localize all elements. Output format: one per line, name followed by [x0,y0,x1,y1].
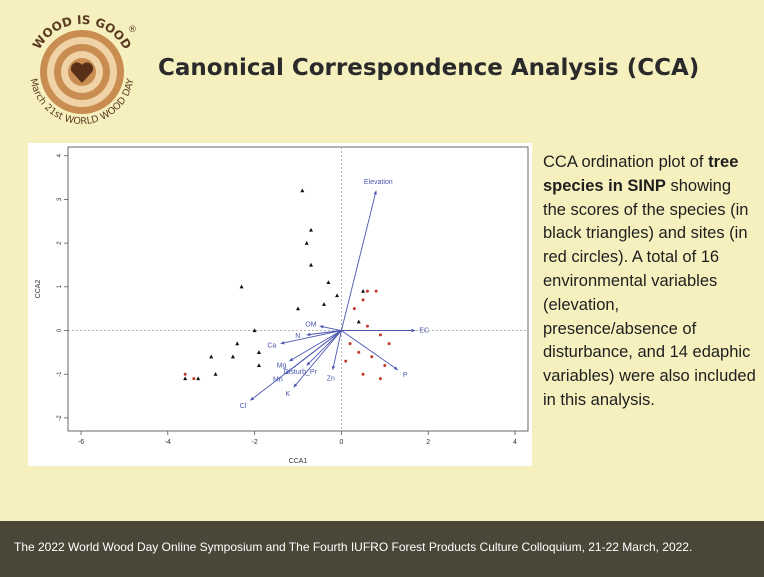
y-tick-label: 0 [57,328,63,332]
heart-icon [70,62,94,83]
x-tick-label: -4 [165,439,171,446]
species-point [239,284,244,289]
site-point [183,372,187,376]
site-point [344,359,348,363]
x-axis-label: CCA1 [289,458,308,465]
env-vector [293,330,342,388]
cca-plot: -6 -4 -2 0 2 4 -2 -1 0 1 2 3 4 CCA1 CCA2 Elevation EC P OM… [28,143,532,466]
env-vector-head [293,383,298,388]
footer-bar: The 2022 World Wood Day Online Symposium… [0,521,764,577]
site-point [361,372,365,376]
env-vector [280,330,342,345]
env-vector [306,330,342,336]
env-vector-label: Zn [327,376,335,383]
env-vector [289,330,342,362]
env-vector-label: N [295,333,300,340]
y-tick-label: 2 [57,241,63,245]
env-vector-head [331,365,336,370]
site-point [365,324,369,328]
species-point [335,293,340,298]
site-point [357,350,361,354]
env-vector-label: EC [419,328,429,335]
site-point [387,342,391,346]
env-vector-label: K [286,391,291,398]
plot-frame [67,146,529,432]
site-point [378,333,382,337]
x-tick-label: -2 [251,439,257,446]
env-vector-head [393,366,398,370]
species-point [230,354,235,359]
species-point [296,306,300,311]
caption-emphasis: tree species in SINP [543,153,739,195]
env-vector [341,330,399,371]
site-point [361,298,365,302]
species-point [235,341,240,346]
env-vector [306,330,342,366]
env-vector-head [306,332,311,337]
env-vector-label: P [403,372,408,379]
species-point [309,227,314,232]
species-point [209,354,214,359]
env-vector-head [289,357,294,362]
species-point [213,372,218,376]
species-point [252,328,257,333]
species-point [322,302,327,306]
env-vector-head [411,328,416,333]
species-point [256,350,261,354]
wood-rings-logo: WOOD IS GOOD March 21st WORLD WOOD DAY ® [27,13,137,127]
caption-intro: CCA ordination plot of [543,153,709,171]
site-point [378,377,382,381]
x-tick-label: 2 [426,439,430,446]
x-tick-label: -6 [78,439,84,446]
registered-mark: ® [128,25,137,35]
env-vector [332,330,342,370]
env-vector-label: OM [305,321,316,328]
species-point [300,188,305,193]
slide-title: Canonical Correspondence Analysis (CCA) [158,55,700,81]
site-point [352,307,356,311]
species-point [183,376,188,381]
species-point [356,319,361,324]
env-vector-head [373,190,377,195]
x-tick-label: 0 [339,439,343,446]
site-point [365,289,369,293]
species-point [196,376,201,381]
y-tick-label: 1 [57,284,63,288]
env-vector [340,190,377,331]
env-vector-label: Cl [240,403,247,410]
y-axis-label: CCA2 [35,280,42,299]
site-point [192,377,196,381]
env-vector-label: Mn [273,377,283,384]
env-vector-head [306,361,311,366]
env-vector-head [280,341,285,345]
env-vector [319,325,342,331]
env-vector-head [319,325,324,329]
species-point [326,280,331,285]
y-tick-label: -1 [57,371,63,377]
site-point [383,363,387,367]
caption-body: showing the scores of the species (in bl… [543,176,756,409]
site-point [374,289,378,293]
env-vector-label: Disturb_Pr [284,369,318,376]
species-point [256,363,261,368]
cca-plot-svg: -6 -4 -2 0 2 4 -2 -1 0 1 2 3 4 CCA1 CCA2 Elevation EC P OM… [35,146,529,465]
y-tick-label: -2 [57,415,63,421]
world-wood-day-logo: WOOD IS GOOD March 21st WORLD WOOD DAY ® [20,10,144,134]
plot-caption: CCA ordination plot of tree species in S… [543,151,758,413]
env-vector-head [250,396,255,401]
env-vector-label: Mg [277,363,287,370]
footer-text: The 2022 World Wood Day Online Symposium… [14,540,693,554]
x-tick-label: 4 [513,439,517,446]
species-point [304,240,309,245]
site-point [370,355,374,359]
env-vector-label: Elevation [364,179,393,186]
y-tick-label: 3 [57,197,63,201]
env-vector-label: Ca [267,343,276,350]
species-point [309,262,314,267]
species-point [361,288,366,293]
y-tick-label: 4 [57,153,63,157]
env-vector [249,330,342,401]
site-point [348,342,352,346]
